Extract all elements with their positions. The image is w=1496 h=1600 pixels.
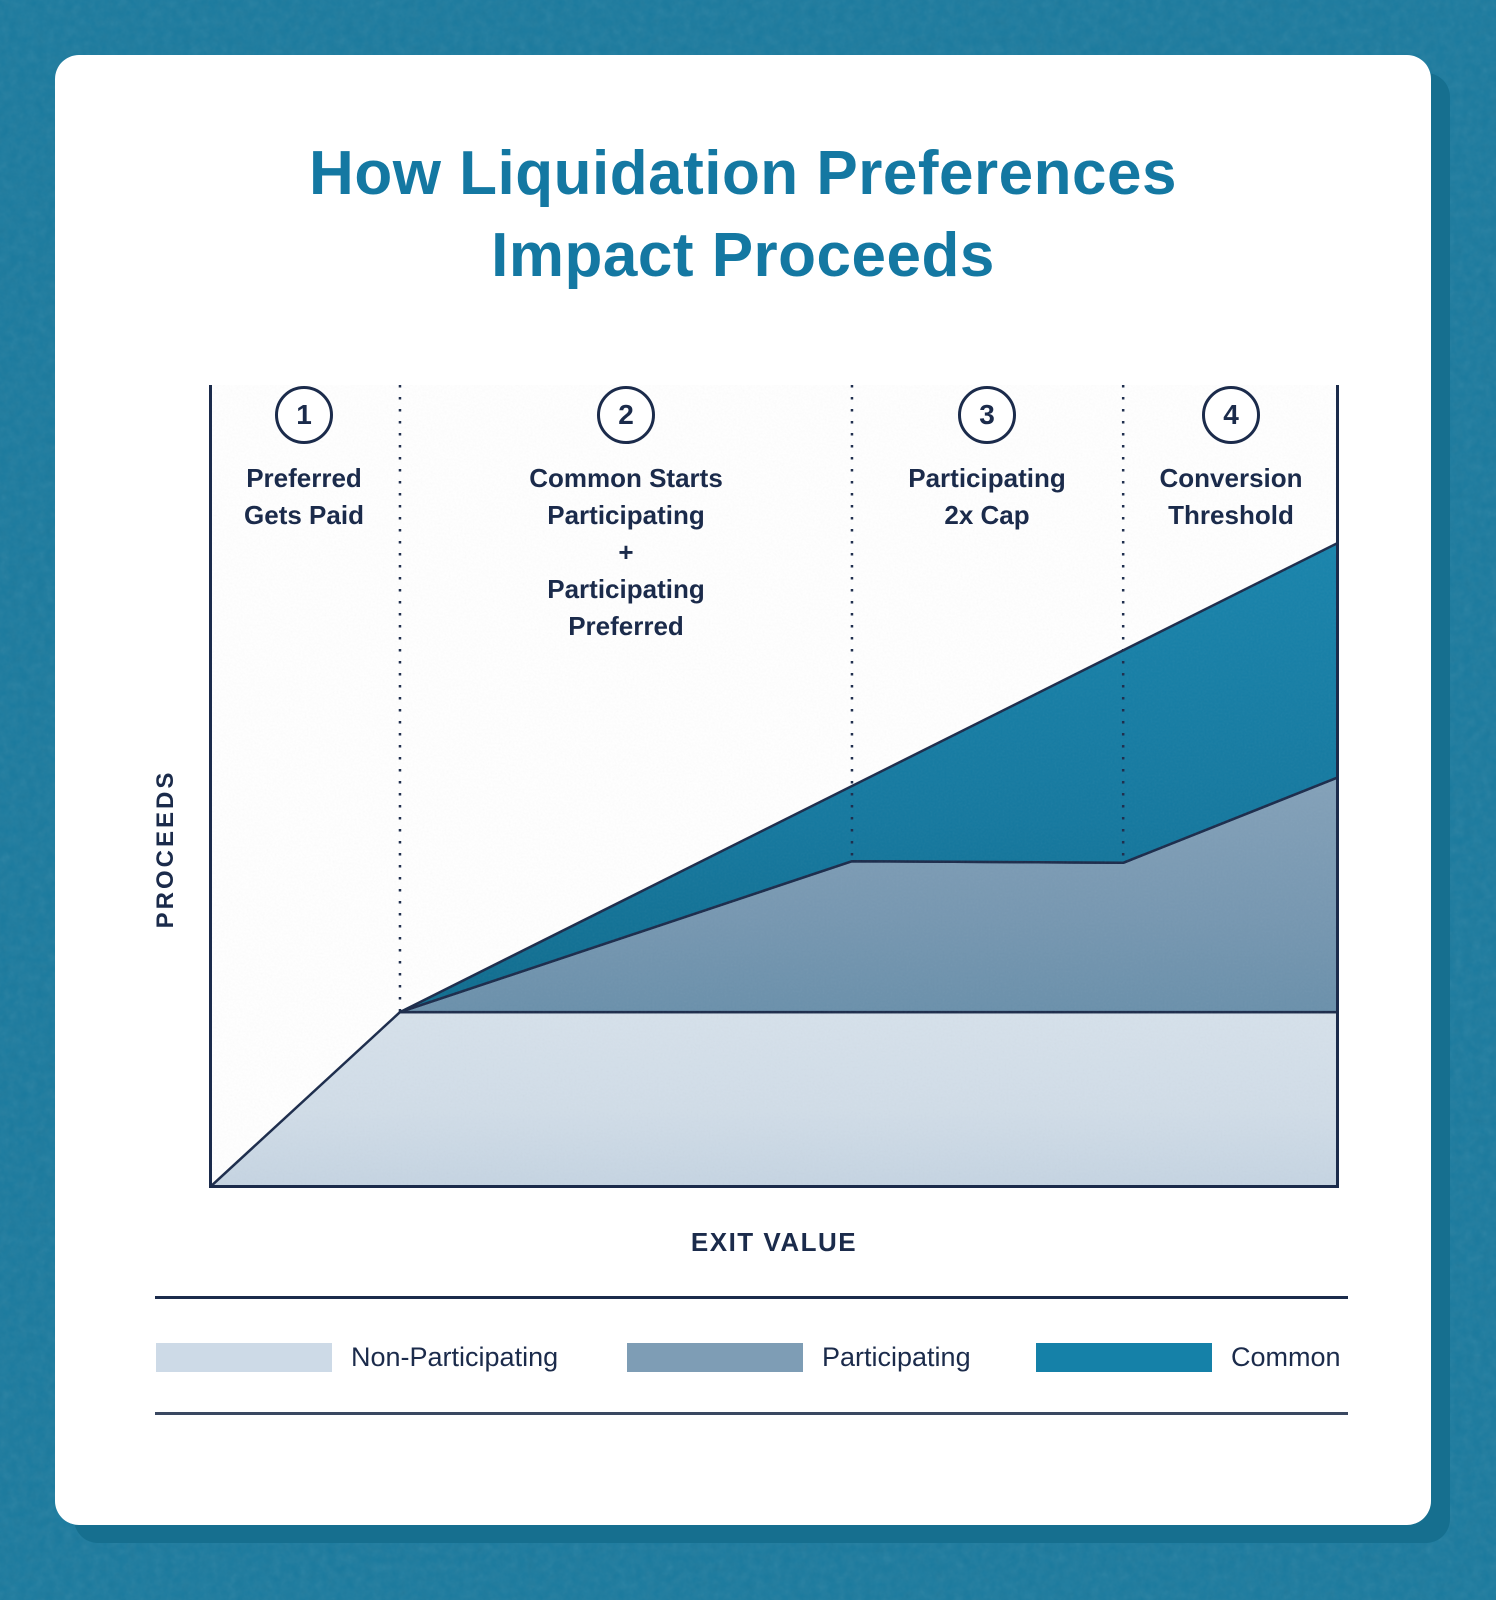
y-axis-title: PROCEEDS (152, 769, 179, 929)
stage-4-label: Conversion Threshold (1101, 460, 1361, 534)
stage-1-header: 1 Preferred Gets Paid (184, 386, 424, 534)
stage-2-label-line: Common Starts (529, 463, 723, 493)
legend-item-common: Common (1036, 1342, 1341, 1372)
stage-1-label: Preferred Gets Paid (184, 460, 424, 534)
legend-item-participating: Participating (627, 1342, 971, 1372)
legend-swatch-participating (627, 1343, 803, 1372)
infographic-card: How Liquidation Preferences Impact Proce… (55, 55, 1431, 1525)
stage-2-number: 2 (618, 399, 634, 430)
stage-4-header: 4 Conversion Threshold (1101, 386, 1361, 534)
stage-3-label: Participating 2x Cap (847, 460, 1127, 534)
stage-1-label-line: Preferred (246, 463, 362, 493)
stage-2-label-line: Preferred (568, 611, 684, 641)
page-title-line-2: Impact Proceeds (491, 221, 995, 290)
legend-top-divider (155, 1296, 1348, 1299)
stage-3-number-badge: 3 (958, 386, 1016, 444)
stage-3-label-line: Participating (908, 463, 1066, 493)
legend-label-non-participating: Non-Participating (351, 1342, 559, 1372)
page-title-line-1: How Liquidation Preferences (309, 139, 1177, 208)
x-axis-title: EXIT VALUE (690, 1227, 858, 1257)
stage-2-number-badge: 2 (597, 386, 655, 444)
stage-4-number-badge: 4 (1202, 386, 1260, 444)
stage-1-number: 1 (296, 399, 312, 430)
legend-swatch-common (1036, 1343, 1212, 1372)
stage-3-number: 3 (979, 399, 995, 430)
stage-2-label-plus: + (618, 537, 634, 567)
stage-4-label-line: Conversion (1159, 463, 1303, 493)
stage-2-label-line: Participating (547, 500, 705, 530)
legend-bottom-divider (155, 1412, 1348, 1415)
stage-4-number: 4 (1223, 399, 1239, 430)
stage-1-label-line: Gets Paid (244, 500, 364, 530)
stage-3-header: 3 Participating 2x Cap (847, 386, 1127, 534)
legend-swatch-non-participating (156, 1343, 332, 1372)
page-title: How Liquidation Preferences Impact Proce… (55, 133, 1431, 297)
stage-2-header: 2 Common Starts Participating + Particip… (416, 386, 836, 645)
stage-4-label-line: Threshold (1168, 500, 1294, 530)
stage-3-label-line: 2x Cap (944, 500, 1030, 530)
legend-label-participating: Participating (822, 1342, 971, 1372)
legend-item-non-participating: Non-Participating (156, 1342, 559, 1372)
stage-2-label-line: Participating (547, 574, 705, 604)
stage-2-label: Common Starts Participating + Participat… (416, 460, 836, 645)
stage-1-number-badge: 1 (275, 386, 333, 444)
legend-label-common: Common (1231, 1342, 1341, 1372)
